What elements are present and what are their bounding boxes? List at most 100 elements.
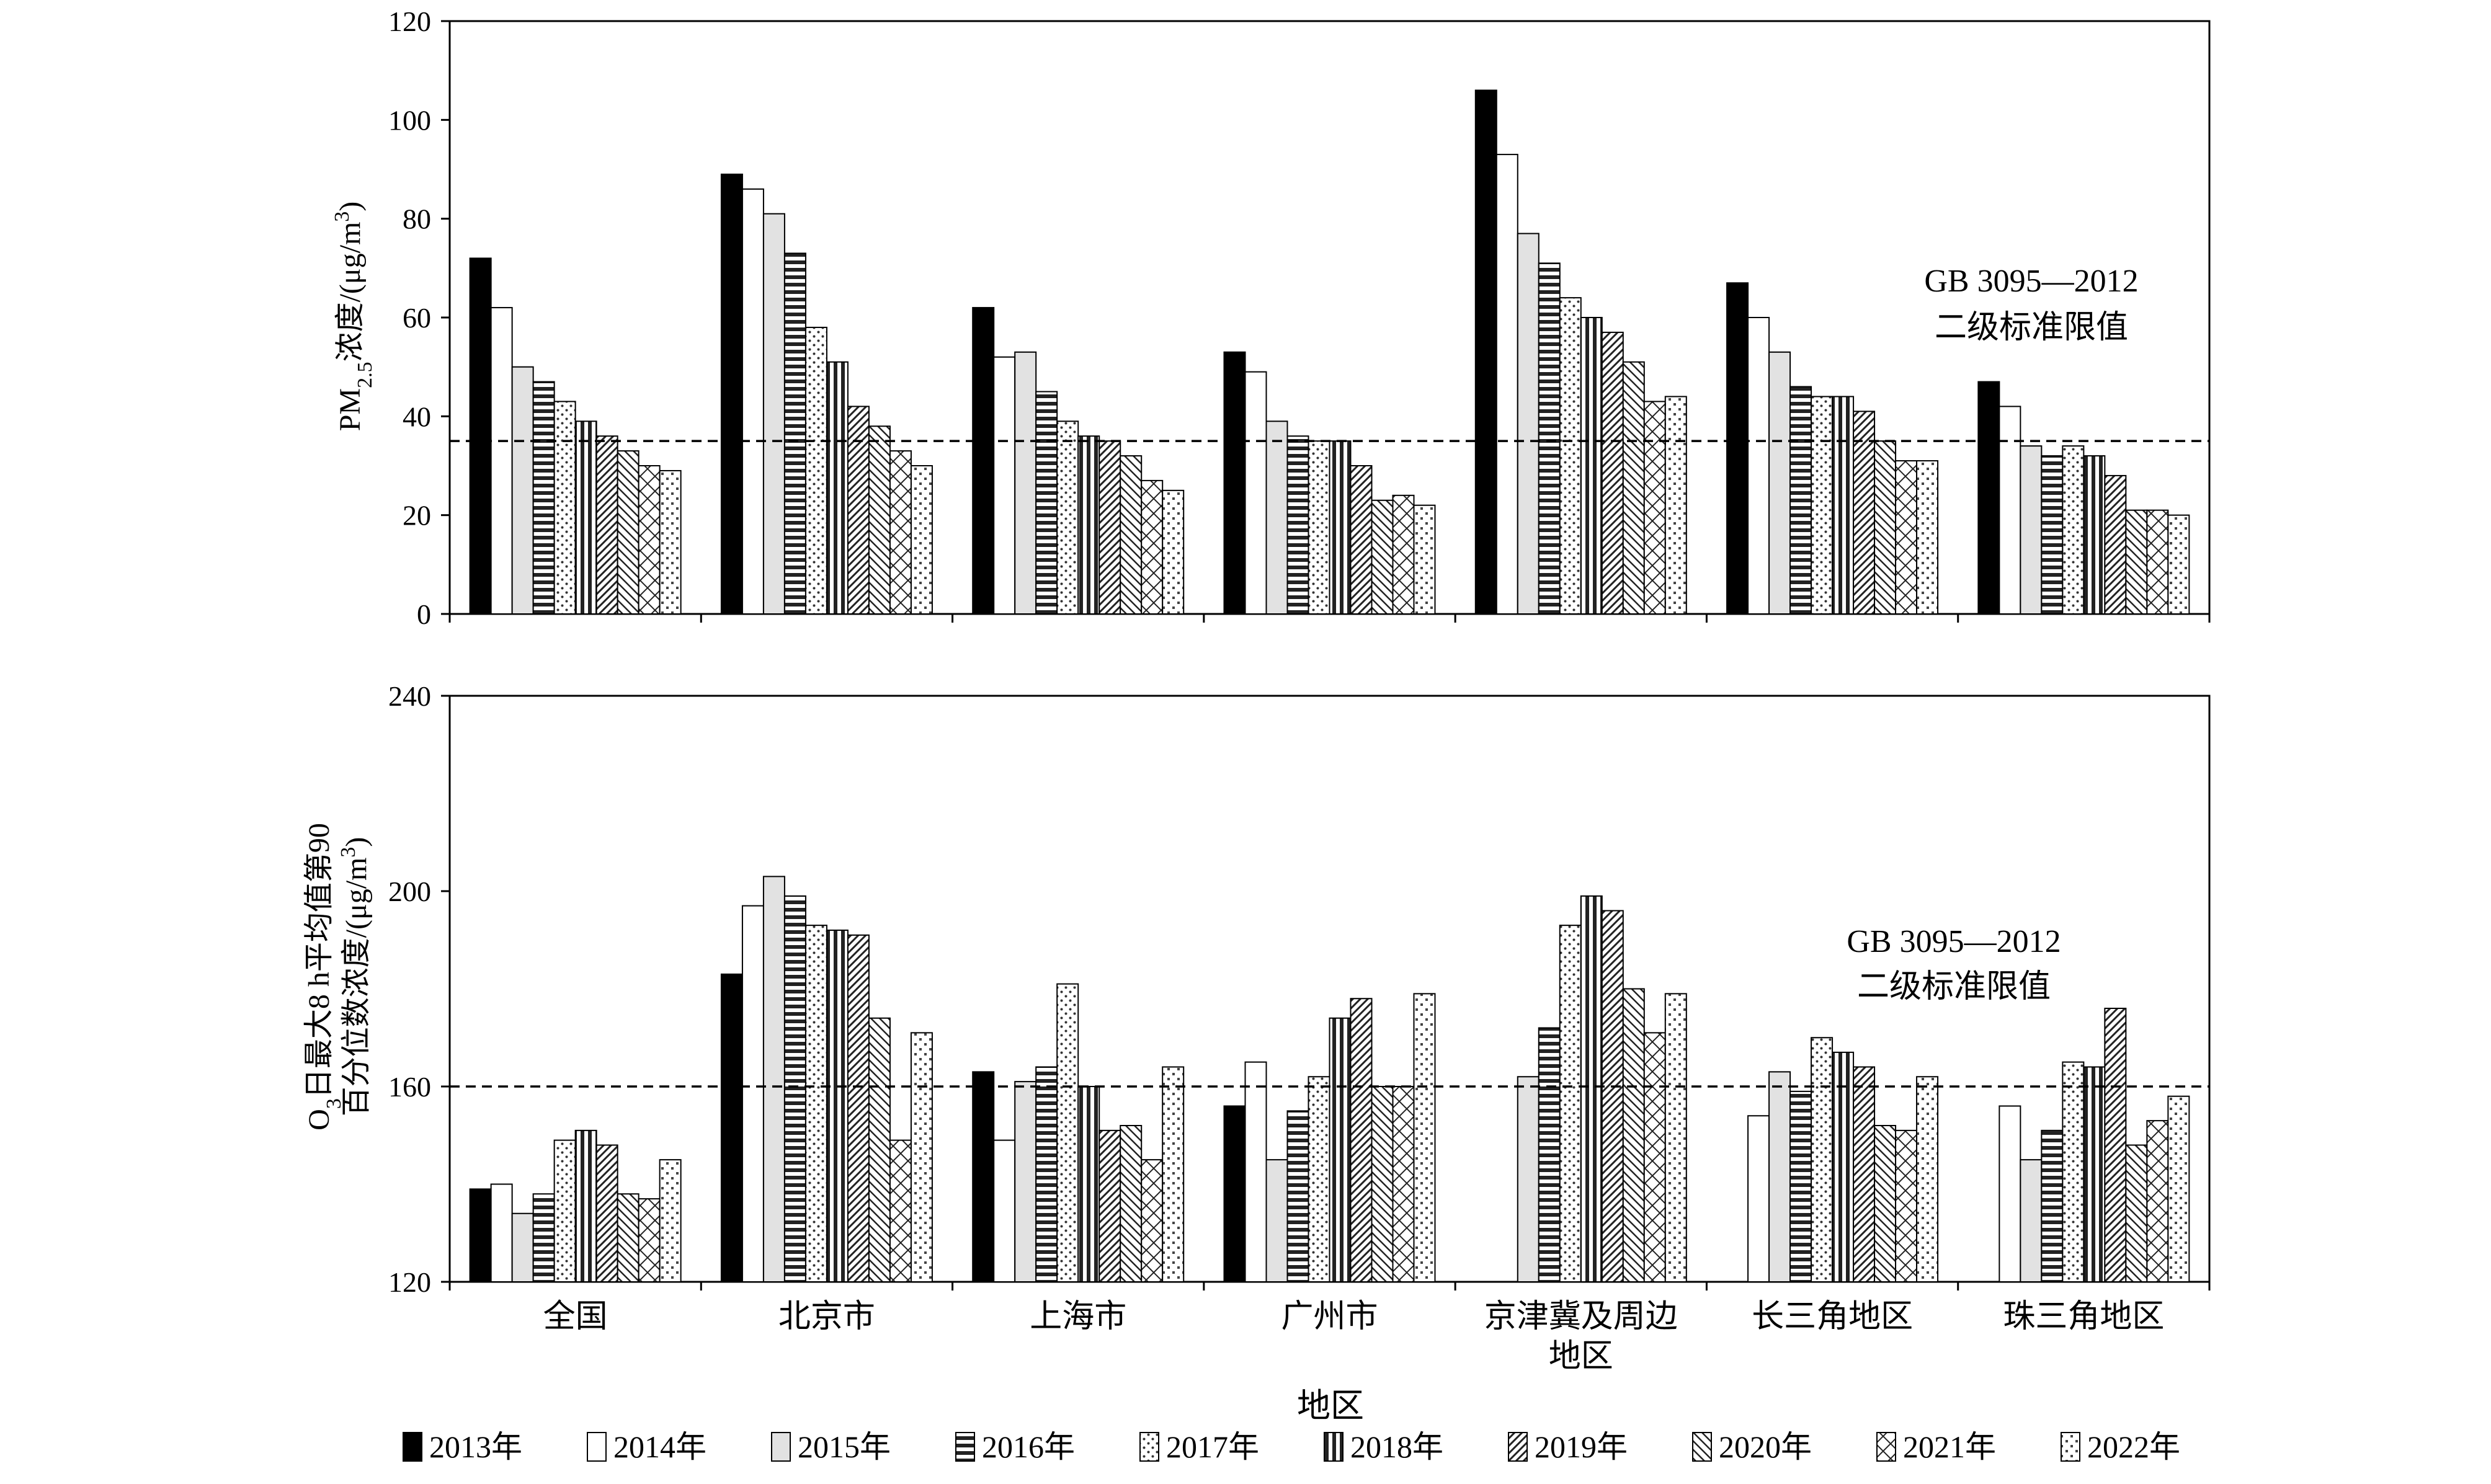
bar [2167, 1095, 2190, 1282]
bar [1244, 1061, 1267, 1282]
bar [993, 356, 1016, 615]
bar [1853, 411, 1876, 615]
bar [720, 973, 743, 1282]
bar [1999, 406, 2021, 615]
y-axis-title-line2: 百分位数浓度/(μg/m3) [337, 837, 373, 1117]
legend-swatch [1508, 1432, 1528, 1462]
bar [1977, 381, 2000, 615]
bar [1517, 233, 1540, 615]
y-tick-label: 20 [403, 500, 431, 531]
legend-swatch [1692, 1432, 1712, 1462]
bar [1538, 262, 1561, 615]
bar [1120, 455, 1143, 615]
bar [783, 252, 806, 615]
bar [1559, 925, 1582, 1282]
bar [1162, 1066, 1185, 1282]
legend-label: 2018年 [1350, 1429, 1443, 1464]
legend-swatch [587, 1432, 607, 1462]
bar [972, 307, 995, 615]
bar [783, 895, 806, 1282]
bar [2020, 1159, 2043, 1282]
bar [1120, 1125, 1143, 1282]
bar [1664, 993, 1687, 1282]
x-axis-title-group: 地区 [1297, 1387, 1364, 1424]
bar [1747, 317, 1770, 615]
y-tick-label: 0 [417, 598, 431, 630]
bar [1329, 440, 1352, 615]
legend-label: 2021年 [1903, 1429, 1996, 1464]
legend-label: 2016年 [982, 1429, 1075, 1464]
bar [490, 1183, 513, 1282]
y-axis-title-part: PM [334, 388, 367, 431]
bar [826, 361, 849, 615]
y-tick-label: 240 [388, 680, 431, 712]
y-axis-title-part: 百分位数浓度/(μg/m [340, 858, 373, 1117]
legend-label: 2014年 [613, 1429, 706, 1464]
x-category-label: 北京市 [778, 1299, 875, 1335]
legend-label: 2020年 [1719, 1429, 1812, 1464]
bar [469, 1188, 492, 1282]
bar [2020, 445, 2043, 615]
x-category-label: 全国 [543, 1299, 608, 1335]
x-category-label: 广州市 [1281, 1299, 1378, 1335]
bar [1580, 895, 1603, 1282]
legend-swatch [403, 1432, 422, 1462]
y-tick-label: 200 [388, 876, 431, 907]
bar [1559, 297, 1582, 615]
bar [993, 1139, 1016, 1282]
legend: 2013年 2014年 2015年 2016年 2017年 2018年 2019年 2020年… [403, 1429, 2180, 1464]
bar [2104, 474, 2127, 615]
bar [1601, 910, 1624, 1282]
legend-swatch [771, 1432, 791, 1462]
bar [1371, 1086, 1394, 1282]
bar [1811, 1037, 1834, 1282]
legend-swatch [955, 1432, 975, 1462]
bar [1811, 396, 1834, 615]
bar [1874, 1125, 1897, 1282]
bar [762, 213, 785, 615]
bar [617, 450, 639, 615]
pm25-chart: 0 20 40 60 80 100 120 GB 3095—2012 二级标准限值 PM2.5浓度… [331, 6, 2211, 630]
bar [1286, 1110, 1309, 1282]
bar [1223, 1105, 1246, 1282]
bar [1014, 1081, 1037, 1282]
y-tick-label: 40 [403, 401, 431, 432]
bar [2167, 514, 2190, 615]
bar [889, 1139, 912, 1282]
x-category-label: 京津冀及周边 [1484, 1299, 1678, 1335]
bar [1664, 396, 1687, 615]
bar [1643, 1032, 1666, 1282]
bar [1895, 460, 1918, 615]
bar [1789, 386, 1812, 615]
bar [1874, 440, 1897, 615]
bar [2062, 1061, 2085, 1282]
bar [762, 876, 785, 1282]
standard-label-line2: 二级标准限值 [1857, 969, 2051, 1005]
legend-swatch [1876, 1432, 1896, 1462]
bar [1832, 1051, 1855, 1282]
bar [1916, 1076, 1939, 1282]
legend-swatch [1139, 1432, 1159, 1462]
bar [1035, 1066, 1058, 1282]
standard-label-line2: 二级标准限值 [1935, 310, 2128, 345]
bar [889, 450, 912, 615]
y-axis-title: PM2.5浓度/(μg/m3) [331, 202, 377, 432]
bar [617, 1193, 639, 1282]
bar [1286, 435, 1309, 615]
bar [2146, 1120, 2169, 1282]
bar [1350, 998, 1373, 1282]
bar [910, 1032, 933, 1282]
bar [1350, 465, 1373, 615]
legend-label: 2019年 [1535, 1429, 1628, 1464]
bar [910, 465, 933, 615]
bar [1895, 1129, 1918, 1282]
bar [1308, 440, 1330, 615]
legend-label: 2022年 [2087, 1429, 2180, 1464]
x-axis-title: 地区 [1297, 1387, 1364, 1424]
standard-label-line1: GB 3095—2012 [1847, 924, 2061, 959]
y-tick-label: 120 [388, 1266, 431, 1298]
bar [1517, 1076, 1540, 1282]
bar [1768, 1071, 1791, 1282]
